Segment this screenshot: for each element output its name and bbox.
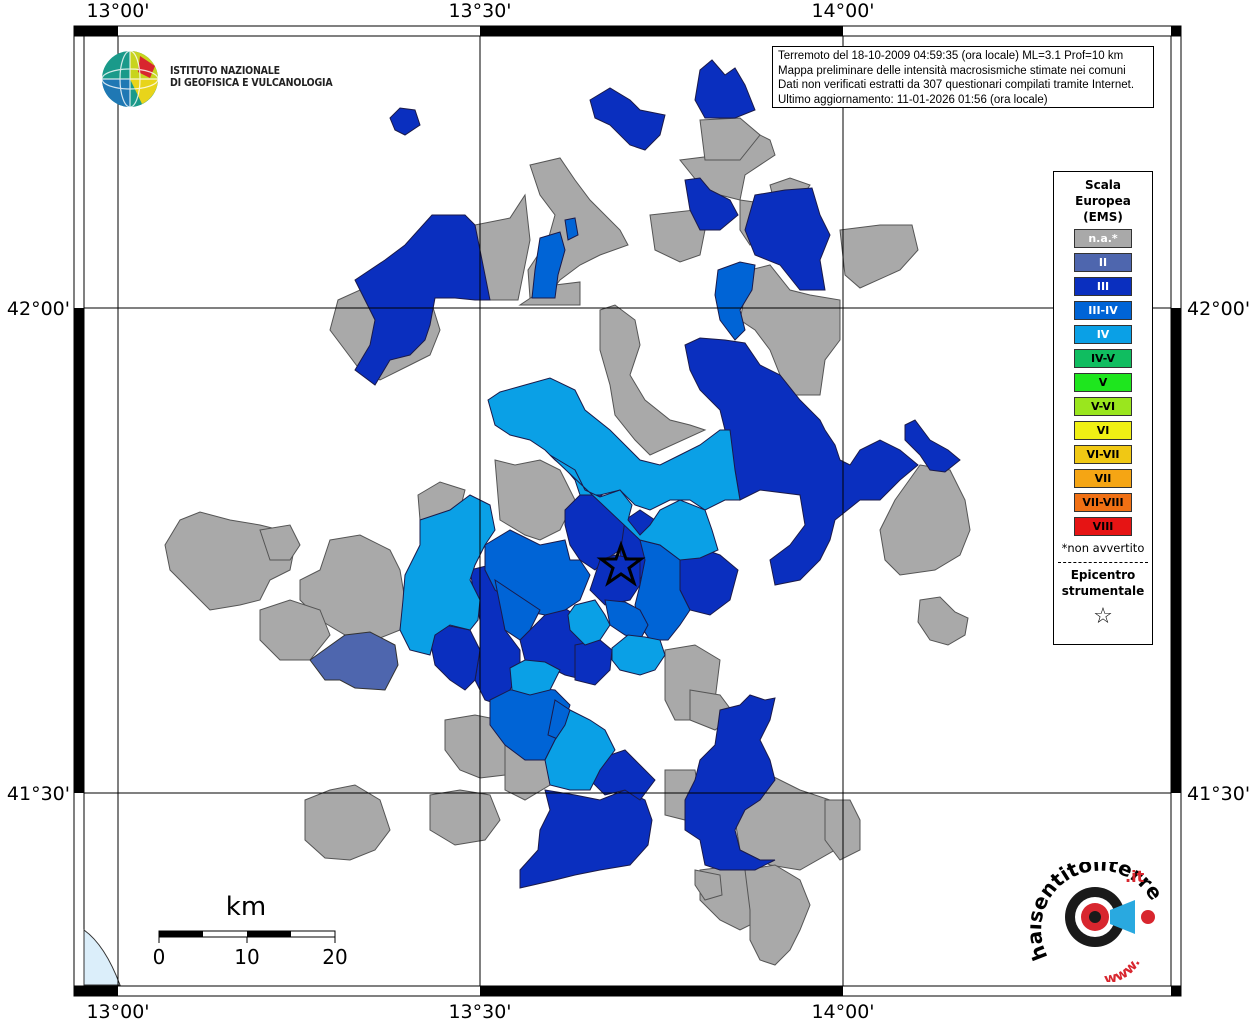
legend-items: n.a.* II III III-IV IV IV-V V V-VI VI VI-VII VII VI… bbox=[1054, 229, 1152, 536]
left-lat-label-1: 42°00' bbox=[7, 298, 70, 320]
haisentito-logo: haisentitoilterremoto .it www. bbox=[1020, 843, 1175, 988]
legend-note: *non avvertito bbox=[1061, 541, 1145, 555]
ingv-name-line2: DI GEOFISICA E VULCANOLOGIA bbox=[170, 77, 333, 89]
legend-title-2: Europea bbox=[1075, 194, 1131, 208]
legend-item-iv: IV bbox=[1074, 325, 1132, 344]
event-info-box: Terremoto del 18-10-2009 04:59:35 (ora l… bbox=[772, 46, 1154, 108]
legend-item-vi: VI bbox=[1074, 421, 1132, 440]
top-lon-label-2: 13°30' bbox=[448, 0, 511, 22]
scale-tick-20: 20 bbox=[322, 945, 347, 969]
municipalities-ii bbox=[309, 631, 399, 691]
legend-epicenter-2: strumentale bbox=[1061, 584, 1145, 598]
haisentito-logo-www: www. bbox=[1103, 955, 1144, 988]
legend-item-n-a: n.a.* bbox=[1074, 229, 1132, 248]
legend-item-ii: II bbox=[1074, 253, 1132, 272]
legend-item-vii: VII bbox=[1074, 469, 1132, 488]
legend-item-viii: VIII bbox=[1074, 517, 1132, 536]
legend-item-vi-vii: VI-VII bbox=[1074, 445, 1132, 464]
legend-title-3: (EMS) bbox=[1083, 210, 1123, 224]
right-lat-label-2: 41°30' bbox=[1187, 783, 1250, 805]
scale-bar: km 0 10 20 bbox=[153, 892, 348, 969]
legend-item-iii-iv: III-IV bbox=[1074, 301, 1132, 320]
bottom-lon-label-2: 13°30' bbox=[448, 1001, 511, 1023]
intensity-legend: Scala Europea (EMS) n.a.* II III III-IV IV IV… bbox=[1053, 171, 1153, 645]
legend-epicenter-1: Epicentro bbox=[1070, 568, 1136, 582]
legend-title-1: Scala bbox=[1084, 178, 1122, 192]
scale-tick-10: 10 bbox=[234, 945, 259, 969]
municipalities-iv bbox=[399, 377, 741, 791]
legend-star-icon: ☆ bbox=[1093, 604, 1113, 629]
right-lat-label-1: 42°00' bbox=[1187, 298, 1250, 320]
ingv-globe-icon bbox=[101, 50, 159, 108]
scale-unit: km bbox=[226, 892, 266, 922]
bottom-lon-label-1: 13°00' bbox=[86, 1001, 149, 1023]
ingv-logo: ISTITUTO NAZIONALE DI GEOFISICA E VULCAN… bbox=[100, 48, 333, 112]
legend-item-iii: III bbox=[1074, 277, 1132, 296]
top-lon-label-1: 13°00' bbox=[86, 0, 149, 22]
legend-separator bbox=[1058, 562, 1148, 563]
event-info-line1: Terremoto del 18-10-2009 04:59:35 (ora l… bbox=[778, 50, 1124, 62]
haisentito-logo-it: .it bbox=[1125, 867, 1145, 886]
graticule bbox=[84, 36, 1171, 986]
top-lon-label-3: 14°00' bbox=[811, 0, 874, 22]
legend-item-iv-v: IV-V bbox=[1074, 349, 1132, 368]
ingv-name-line1: ISTITUTO NAZIONALE bbox=[170, 65, 280, 77]
sea-area bbox=[83, 929, 121, 986]
municipalities-na bbox=[164, 117, 971, 966]
legend-item-v: V bbox=[1074, 373, 1132, 392]
bottom-lon-label-3: 14°00' bbox=[811, 1001, 874, 1023]
municipalities-iii-iv bbox=[484, 217, 756, 761]
epicenter-star-icon bbox=[596, 540, 646, 587]
svg-text:www.: www. bbox=[1103, 955, 1144, 982]
event-info-line2: Mappa preliminare delle intensità macros… bbox=[778, 64, 1126, 77]
legend-item-vii-viii: VII-VIII bbox=[1074, 493, 1132, 512]
left-lat-label-2: 41°30' bbox=[7, 783, 70, 805]
event-info-line3: Dati non verificati estratti da 307 ques… bbox=[778, 79, 1135, 91]
haisentito-logo-graphic: haisentitoilterremoto .it www. bbox=[1020, 843, 1168, 988]
event-info-line4: Ultimo aggiornamento: 11-01-2026 01:56 (… bbox=[778, 93, 1048, 106]
scale-tick-0: 0 bbox=[153, 945, 166, 969]
legend-item-v-vi: V-VI bbox=[1074, 397, 1132, 416]
